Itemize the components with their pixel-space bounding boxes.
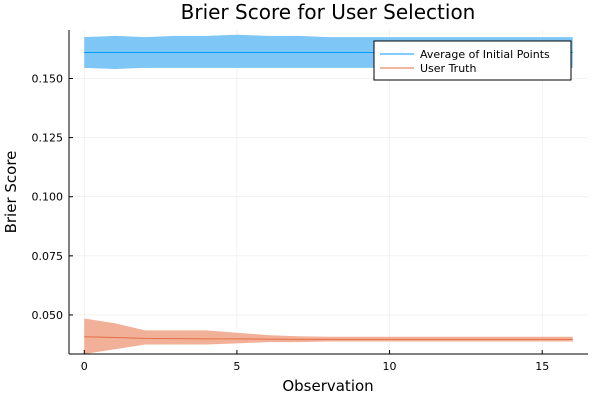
- chart-title: Brier Score for User Selection: [181, 0, 476, 24]
- axes-layer: [68, 30, 588, 355]
- y-tick-label-2: 0.100: [32, 191, 64, 204]
- y-axis-label: Brier Score: [2, 151, 20, 234]
- x-tick-label-0: 0: [81, 360, 88, 373]
- y-tick-label-0: 0.050: [32, 309, 64, 322]
- y-tick-label-3: 0.125: [32, 132, 64, 145]
- band-user-truth: [84, 318, 573, 354]
- x-axis-label: Observation: [282, 377, 373, 395]
- legend-box: [373, 40, 572, 81]
- x-tick-label-3: 15: [535, 360, 549, 373]
- tick-layer: 0 5 10 15 0.050 0.075 0.100 0.125 0.150: [32, 72, 550, 373]
- y-tick-label-4: 0.150: [32, 72, 64, 85]
- x-tick-label-1: 5: [233, 360, 240, 373]
- legend-label-user-truth: User Truth: [420, 62, 476, 75]
- y-tick-label-1: 0.075: [32, 250, 64, 263]
- legend-label-average-of-initial-points: Average of Initial Points: [420, 48, 550, 61]
- x-tick-label-2: 10: [383, 360, 397, 373]
- legend: Average of Initial Points User Truth: [373, 40, 572, 81]
- series-line-user-truth: [84, 336, 573, 340]
